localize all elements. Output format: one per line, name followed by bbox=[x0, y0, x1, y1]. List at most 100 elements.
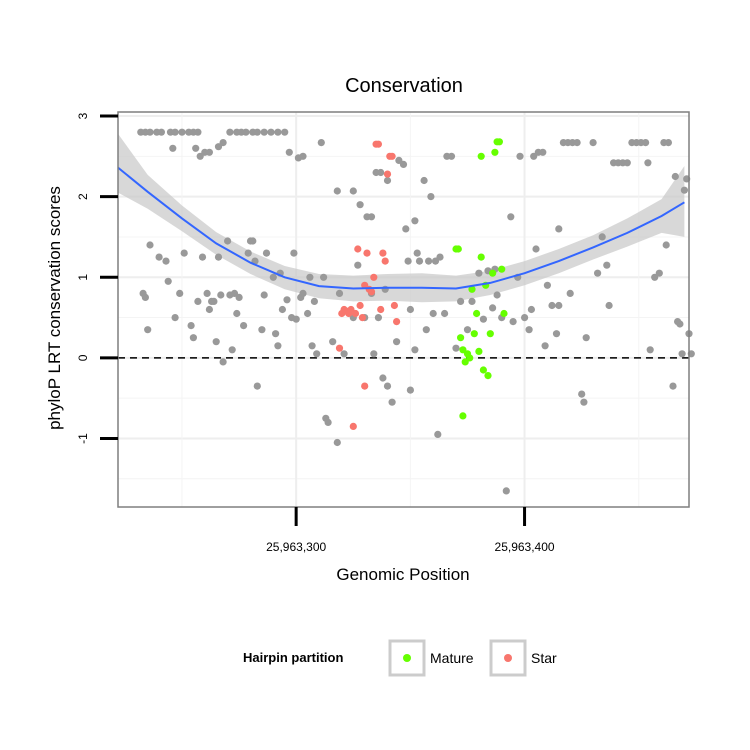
point-other bbox=[578, 390, 586, 398]
x-tick-label: 25,963,400 bbox=[495, 540, 555, 554]
point-mature bbox=[468, 285, 476, 293]
point-other bbox=[541, 342, 549, 350]
point-other bbox=[176, 289, 184, 297]
point-other bbox=[299, 152, 307, 160]
data-points bbox=[137, 128, 695, 495]
y-tick-label: 1 bbox=[76, 274, 90, 281]
point-other bbox=[646, 346, 654, 354]
point-other bbox=[205, 148, 213, 156]
point-other bbox=[162, 257, 170, 265]
point-other bbox=[507, 213, 515, 221]
point-other bbox=[262, 249, 271, 257]
legend-label-mature: Mature bbox=[430, 650, 474, 666]
point-mature bbox=[466, 354, 474, 362]
point-other bbox=[349, 187, 357, 195]
point-other bbox=[493, 291, 501, 299]
point-other bbox=[429, 309, 437, 318]
point-other bbox=[212, 338, 220, 346]
point-other bbox=[420, 176, 428, 185]
point-other bbox=[198, 253, 207, 261]
point-other bbox=[479, 315, 487, 323]
point-other bbox=[402, 225, 410, 233]
point-other bbox=[377, 168, 385, 177]
point-mature bbox=[470, 330, 478, 338]
point-other bbox=[463, 326, 472, 334]
point-other bbox=[367, 213, 376, 221]
point-other bbox=[527, 305, 536, 314]
point-other bbox=[281, 128, 289, 136]
point-other bbox=[313, 350, 321, 358]
point-star bbox=[381, 257, 389, 265]
point-other bbox=[678, 350, 686, 358]
point-other bbox=[249, 237, 257, 245]
point-other bbox=[320, 273, 328, 281]
point-other bbox=[436, 253, 444, 261]
point-other bbox=[411, 217, 419, 225]
legend: Hairpin partition Mature Star bbox=[243, 639, 557, 677]
y-axis-title: phyloP LRT conservation scores bbox=[45, 186, 64, 430]
point-mature bbox=[489, 269, 497, 277]
point-other bbox=[422, 326, 430, 334]
point-star bbox=[363, 249, 371, 257]
x-axis: 25,963,300 25,963,400 bbox=[266, 507, 555, 554]
point-other bbox=[285, 148, 293, 156]
point-other bbox=[516, 152, 524, 160]
point-other bbox=[317, 139, 325, 147]
point-other bbox=[354, 261, 362, 269]
point-star bbox=[335, 344, 344, 352]
point-other bbox=[582, 334, 590, 342]
point-other bbox=[144, 326, 152, 334]
point-other bbox=[269, 273, 277, 281]
point-other bbox=[253, 128, 261, 136]
point-mature bbox=[479, 366, 487, 374]
point-other bbox=[393, 338, 401, 346]
smooth-trend-line bbox=[117, 166, 685, 290]
point-other bbox=[240, 322, 248, 330]
point-other bbox=[566, 289, 574, 297]
point-other bbox=[219, 358, 227, 366]
point-other bbox=[655, 269, 663, 277]
point-other bbox=[187, 322, 195, 330]
point-other bbox=[539, 148, 547, 156]
point-other bbox=[169, 144, 177, 152]
point-other bbox=[290, 249, 298, 257]
point-star bbox=[379, 249, 387, 257]
point-star bbox=[374, 140, 382, 148]
point-other bbox=[219, 139, 227, 147]
point-other bbox=[178, 128, 186, 136]
chart-title: Conservation bbox=[345, 75, 463, 97]
point-other bbox=[283, 296, 291, 304]
point-other bbox=[310, 297, 318, 305]
plot-background bbox=[118, 112, 689, 507]
point-star bbox=[358, 314, 366, 322]
point-star bbox=[370, 273, 378, 281]
point-other bbox=[651, 273, 659, 281]
point-other bbox=[552, 330, 561, 338]
x-tick-label: 25,963,300 bbox=[266, 540, 326, 554]
point-mature bbox=[495, 138, 503, 146]
legend-entry-mature: Mature bbox=[388, 639, 474, 677]
plot-panel bbox=[117, 111, 695, 508]
point-other bbox=[521, 314, 529, 322]
point-other bbox=[413, 249, 421, 257]
point-other bbox=[180, 249, 188, 257]
point-other bbox=[157, 128, 165, 136]
point-other bbox=[441, 309, 449, 318]
legend-title: Hairpin partition bbox=[243, 650, 343, 665]
point-other bbox=[171, 128, 179, 136]
y-axis: -1 0 1 2 3 bbox=[76, 112, 118, 444]
point-other bbox=[555, 301, 563, 310]
legend-entry-star: Star bbox=[489, 639, 557, 677]
legend-marker-mature bbox=[403, 654, 411, 662]
point-other bbox=[164, 277, 172, 285]
point-other bbox=[664, 139, 673, 147]
point-mature bbox=[491, 148, 499, 156]
point-other bbox=[662, 241, 670, 249]
point-other bbox=[543, 281, 552, 289]
point-mature bbox=[477, 253, 485, 261]
point-other bbox=[306, 273, 314, 281]
point-other bbox=[333, 438, 341, 447]
point-mature bbox=[500, 309, 508, 318]
point-mature bbox=[477, 152, 485, 160]
